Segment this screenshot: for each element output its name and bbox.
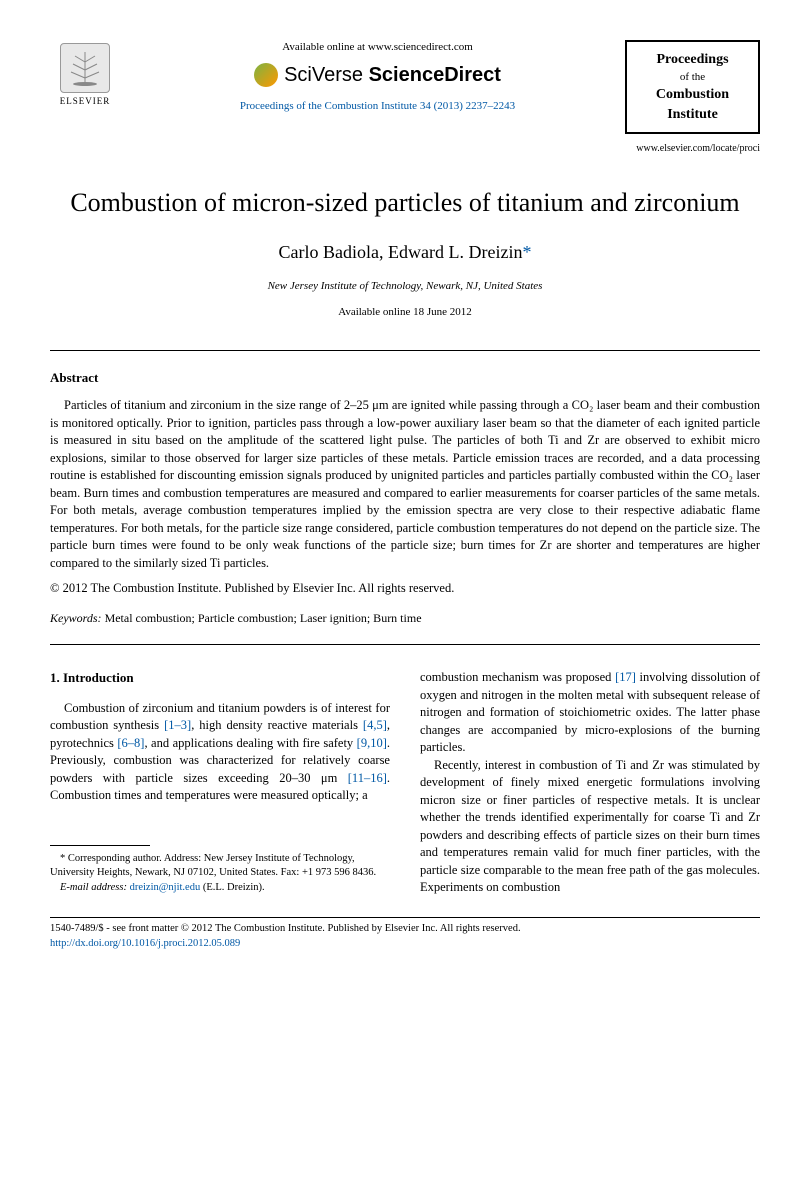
- divider-top: [50, 350, 760, 351]
- footer-separator: [50, 917, 760, 918]
- authors-text: Carlo Badiola, Edward L. Dreizin: [279, 242, 523, 262]
- affiliation: New Jersey Institute of Technology, Newa…: [50, 279, 760, 294]
- keywords-label: Keywords:: [50, 611, 102, 625]
- abstract-text: Particles of titanium and zirconium in t…: [50, 397, 760, 572]
- publisher-logo-block: ELSEVIER: [50, 40, 130, 110]
- article-title: Combustion of micron-sized particles of …: [50, 186, 760, 220]
- left-column: 1. Introduction Combustion of zirconium …: [50, 669, 390, 897]
- doi-link[interactable]: http://dx.doi.org/10.1016/j.proci.2012.0…: [50, 938, 240, 949]
- journal-reference[interactable]: Proceedings of the Combustion Institute …: [140, 99, 615, 114]
- footer-doi: http://dx.doi.org/10.1016/j.proci.2012.0…: [50, 937, 760, 952]
- body-columns: 1. Introduction Combustion of zirconium …: [50, 669, 760, 897]
- introduction-heading: 1. Introduction: [50, 669, 390, 687]
- journal-name-line2: of the: [633, 70, 752, 85]
- ref-link-3[interactable]: [6–8]: [117, 736, 144, 750]
- footer-issn: 1540-7489/$ - see front matter © 2012 Th…: [50, 922, 760, 937]
- header-center: Available online at www.sciencedirect.co…: [130, 40, 625, 115]
- elsevier-tree-icon: [60, 43, 110, 93]
- elsevier-logo: ELSEVIER: [50, 40, 120, 110]
- journal-title-box: Proceedings of the Combustion Institute: [625, 40, 760, 134]
- intro-text-4: , and applications dealing with fire saf…: [144, 736, 356, 750]
- abstract-copyright: © 2012 The Combustion Institute. Publish…: [50, 580, 760, 598]
- journal-name-line3: Combustion: [633, 85, 752, 105]
- email-label: E-mail address:: [60, 882, 127, 893]
- corresponding-author-mark[interactable]: *: [522, 242, 531, 262]
- ref-link-6[interactable]: [17]: [615, 670, 636, 684]
- keywords-line: Keywords: Metal combustion; Particle com…: [50, 610, 760, 627]
- ref-link-2[interactable]: [4,5]: [363, 718, 387, 732]
- intro-para-1: Combustion of zirconium and titanium pow…: [50, 700, 390, 805]
- sciverse-brand: SciVerse ScienceDirect: [284, 61, 501, 89]
- ref-link-5[interactable]: [11–16]: [348, 771, 387, 785]
- intro-text-2: , high density reactive materials: [191, 718, 363, 732]
- available-online-text: Available online at www.sciencedirect.co…: [140, 40, 615, 55]
- keywords-text: Metal combustion; Particle combustion; L…: [102, 611, 422, 625]
- email-suffix: (E.L. Dreizin).: [200, 882, 264, 893]
- ref-link-4[interactable]: [9,10]: [357, 736, 387, 750]
- abstract-heading: Abstract: [50, 369, 760, 387]
- email-footnote: E-mail address: dreizin@njit.edu (E.L. D…: [50, 881, 390, 896]
- intro-para-2: Recently, interest in combustion of Ti a…: [420, 757, 760, 897]
- right-column: combustion mechanism was proposed [17] i…: [420, 669, 760, 897]
- journal-name-line1: Proceedings: [633, 50, 752, 70]
- intro-para-1-cont: combustion mechanism was proposed [17] i…: [420, 669, 760, 757]
- page-header: ELSEVIER Available online at www.science…: [50, 40, 760, 134]
- locate-url: www.elsevier.com/locate/proci: [50, 142, 760, 156]
- sciencedirect-bold: ScienceDirect: [363, 64, 501, 86]
- available-online-date: Available online 18 June 2012: [50, 305, 760, 320]
- corresponding-author-footnote: * Corresponding author. Address: New Jer…: [50, 852, 390, 881]
- sciverse-icon: [254, 63, 278, 87]
- divider-bottom: [50, 644, 760, 645]
- author-list: Carlo Badiola, Edward L. Dreizin*: [50, 240, 760, 265]
- sciverse-light: SciVerse: [284, 64, 363, 86]
- elsevier-label: ELSEVIER: [60, 95, 111, 108]
- sciverse-brand-row: SciVerse ScienceDirect: [140, 61, 615, 89]
- footnote-separator: [50, 845, 150, 846]
- journal-name-line4: Institute: [633, 105, 752, 125]
- intro-text-7: combustion mechanism was proposed: [420, 670, 615, 684]
- ref-link-1[interactable]: [1–3]: [164, 718, 191, 732]
- email-link[interactable]: dreizin@njit.edu: [127, 882, 200, 893]
